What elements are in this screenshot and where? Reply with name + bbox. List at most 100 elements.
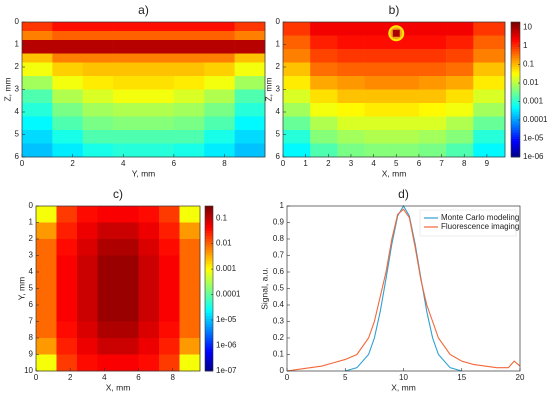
heat-cell [173,103,205,117]
heat-cell [143,22,175,32]
heat-cell [77,206,98,223]
heat-cell [82,53,114,63]
colorbar-segment [205,305,213,309]
heat-cell [204,143,235,158]
colorbar-segment [511,53,520,57]
heat-cell [391,62,420,77]
colorbar-segment [511,118,520,122]
heat-cell [118,239,139,256]
panel-title: d) [398,187,409,201]
y-tick-label: 0.1 [273,350,285,359]
heat-cell [446,143,474,158]
heat-cell [22,53,53,63]
x-tick-label: 0 [34,373,39,382]
colorbar-segment [205,233,213,237]
heat-cell [97,222,119,240]
x-tick-label: 6 [136,373,141,382]
legend-box [419,209,517,237]
colorbar-segment [205,222,213,226]
colorbar-segment [511,58,520,61]
colorbar-segment [205,272,213,276]
colorbar-segment [511,136,520,140]
panel-title: b) [389,3,400,17]
y-axis-label: Z, mm [2,77,12,101]
heat-cell [52,103,84,117]
y-tick-label: 4 [29,267,34,276]
heat-cell [113,143,144,158]
heat-cell [56,272,78,289]
x-tick-label: 8 [462,159,467,168]
colorbar-segment [511,85,520,88]
heat-cell [337,76,365,90]
heat-cell [77,239,98,256]
colorbar-segment [511,28,520,32]
heat-cell [391,103,420,117]
y-tick-label: 3 [276,85,281,94]
heat-cell [56,222,78,240]
heat-cell [234,40,266,54]
heat-cell [82,76,114,90]
x-tick-label: 8 [222,159,227,168]
heat-cell [391,143,420,158]
colorbar-segment [205,332,213,336]
heat-cell [82,62,114,77]
colorbar-segment [205,338,213,342]
colorbar-segment [511,55,520,59]
heat-cell [56,305,78,322]
heat-cell [446,103,474,117]
heat-cell [52,22,84,32]
legend-label: Fluorescence imaging [441,222,519,231]
heat-cell [77,222,98,240]
heat-cell [473,35,506,50]
heat-cell [159,354,180,372]
y-tick-label: 0.2 [273,333,285,342]
heat-cell [138,288,160,306]
heat-cell [97,255,119,273]
heat-cell [337,49,365,63]
colorbar-tick-label: 1e-06 [216,341,237,350]
colorbar-segment [205,307,213,311]
colorbar-segment [511,141,520,144]
heat-cell [283,22,311,36]
colorbar-segment [511,51,520,54]
y-tick-label: 0 [280,366,285,375]
heat-cell [56,321,78,339]
colorbar-segment [205,255,213,259]
y-tick-label: 0.8 [273,234,285,243]
heat-cell [418,89,447,104]
x-axis-label: X, mm [382,168,407,178]
x-tick-label: 7 [439,159,444,168]
colorbar-segment [205,230,213,234]
heat-cell [113,53,144,63]
colorbar-segment [511,148,520,151]
colorbar-segment [205,291,213,295]
heat-cell [36,272,57,289]
heat-cell [234,116,266,131]
colorbar-segment [511,64,520,68]
colorbar-segment [511,60,520,63]
colorbar-tick-label: 0.0001 [216,290,241,299]
heat-cell [337,62,365,77]
heat-cell [446,89,474,104]
heat-cell [446,49,474,63]
y-tick-label: 6 [15,152,20,161]
heat-cell [204,103,235,117]
heat-cell [22,130,53,144]
x-axis-label: X, mm [391,382,416,392]
colorbar-segment [511,127,520,131]
heat-cell [337,143,365,158]
heat-cell [173,76,205,90]
colorbar-segment [511,139,520,142]
colorbar-segment [511,80,520,84]
x-tick-label: 4 [121,159,126,168]
heat-cell [143,143,175,158]
heat-cell [364,49,393,63]
heat-cell [473,143,506,158]
colorbar-tick-label: 1e-06 [523,152,544,161]
heat-cell [138,239,160,256]
x-tick-label: 0 [20,159,25,168]
heat-cell [283,76,311,90]
colorbar-segment [205,335,213,339]
heat-cell [179,255,201,273]
colorbar-segment [511,49,520,52]
